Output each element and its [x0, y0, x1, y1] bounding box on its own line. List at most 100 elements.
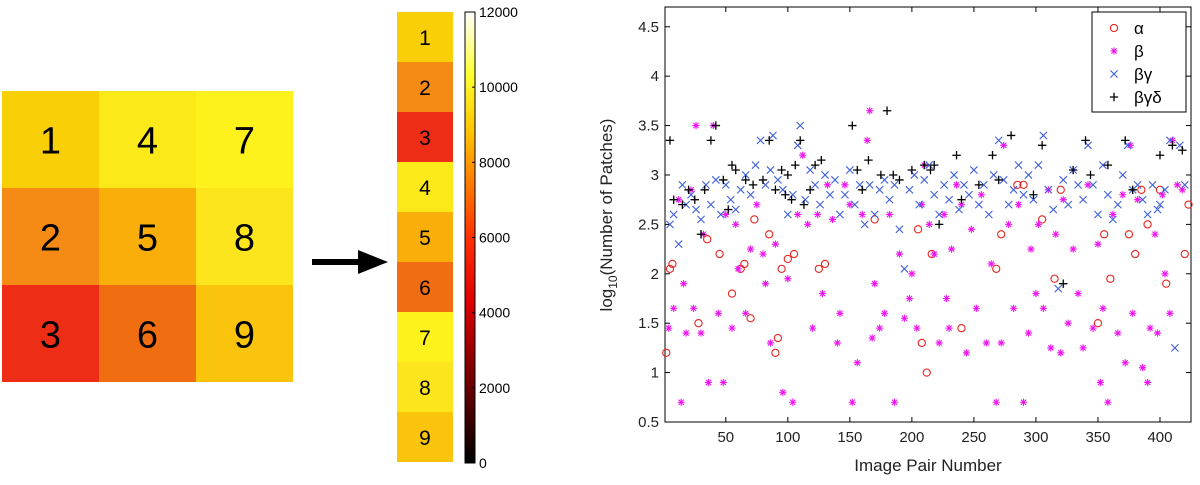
- data-point: [801, 195, 810, 204]
- data-point: [952, 181, 961, 189]
- data-point: [905, 294, 913, 303]
- data-point: [935, 339, 943, 347]
- data-point: [950, 170, 959, 179]
- data-point: [1128, 185, 1137, 194]
- y-tick-label: 2: [651, 266, 659, 283]
- strip-cell-label: 1: [419, 27, 431, 50]
- data-point: [706, 136, 716, 145]
- data-point: [1074, 289, 1082, 298]
- data-point: [1106, 274, 1115, 283]
- data-point: [905, 185, 914, 194]
- data-point: [876, 170, 886, 180]
- data-point: [930, 190, 939, 199]
- x-tick-label: 100: [775, 429, 800, 446]
- data-point: [759, 250, 767, 258]
- data-point: [826, 190, 834, 199]
- y-axis-label: log10(Number of Patches): [597, 119, 620, 312]
- data-point: [799, 200, 809, 209]
- grid-cell: [99, 285, 196, 382]
- data-point: [880, 309, 889, 317]
- series-group: [665, 121, 1189, 352]
- data-point: [1184, 200, 1193, 209]
- data-point: [1089, 324, 1097, 332]
- grid-cell-label: 1: [40, 121, 61, 163]
- patch-strip: 1 2 3 4 5 6 7 8 9: [397, 12, 453, 462]
- data-point: [1148, 180, 1157, 189]
- data-point: [836, 309, 844, 317]
- data-point: [1037, 215, 1047, 224]
- data-point: [706, 200, 715, 209]
- data-point: [724, 205, 733, 214]
- patch-grid: 1 4 7 2 5 8 3 6 9: [2, 91, 293, 382]
- data-point: [925, 220, 933, 228]
- data-point: [940, 210, 948, 219]
- data-point: [962, 349, 971, 357]
- data-point: [1103, 160, 1113, 170]
- data-point: [858, 185, 867, 194]
- data-point: [711, 121, 721, 130]
- legend-label: α: [1134, 19, 1144, 38]
- data-point: [756, 136, 765, 145]
- data-point: [1156, 200, 1164, 209]
- data-point: [1094, 240, 1102, 248]
- data-point: [845, 166, 854, 175]
- data-point: [835, 210, 844, 219]
- data-point: [719, 378, 727, 387]
- data-point: [677, 398, 685, 406]
- strip-cell: [397, 412, 453, 462]
- data-point: [957, 195, 966, 204]
- data-point: [665, 136, 675, 145]
- data-point: [678, 180, 687, 189]
- data-point: [758, 175, 768, 185]
- y-tick-label: 4.5: [638, 19, 659, 36]
- data-point: [1089, 180, 1097, 189]
- data-point: [820, 259, 830, 269]
- data-point: [771, 240, 780, 248]
- data-point: [1056, 185, 1065, 194]
- strip-cell: [397, 162, 453, 212]
- data-point: [895, 175, 904, 185]
- data-point: [1005, 220, 1013, 228]
- data-point: [895, 225, 904, 234]
- legend-label: β: [1134, 42, 1144, 61]
- data-point: [974, 180, 984, 190]
- data-point: [853, 165, 862, 175]
- data-point: [704, 378, 713, 387]
- series-group: [665, 106, 1187, 288]
- data-point: [870, 210, 879, 219]
- data-point: [900, 264, 909, 273]
- data-point: [969, 166, 978, 175]
- data-point: [768, 131, 777, 140]
- data-point: [868, 334, 876, 342]
- data-point: [1039, 131, 1048, 140]
- data-point: [870, 215, 879, 224]
- grid-cell-label: 3: [40, 315, 61, 357]
- data-point: [788, 190, 797, 199]
- data-point: [1168, 136, 1176, 144]
- data-point: [773, 175, 782, 184]
- data-point: [722, 210, 730, 219]
- data-point: [964, 190, 973, 199]
- y-tick-label: 4: [651, 68, 659, 85]
- data-point: [783, 210, 792, 219]
- x-tick-label: 400: [1147, 429, 1172, 446]
- x-tick-label: 200: [899, 429, 924, 446]
- data-point: [1108, 215, 1117, 224]
- data-point: [741, 175, 750, 185]
- data-point: [742, 309, 750, 317]
- data-point: [1104, 398, 1112, 406]
- data-point: [670, 304, 678, 312]
- strip-cell-label: 6: [419, 277, 431, 300]
- data-point: [1098, 161, 1107, 170]
- data-point: [728, 324, 736, 332]
- data-point: [1138, 195, 1147, 204]
- data-point: [711, 175, 720, 184]
- data-point: [787, 195, 796, 204]
- colorbar-tick-label: 0: [479, 455, 487, 471]
- data-point: [1027, 245, 1035, 253]
- data-point: [746, 314, 755, 323]
- data-point: [727, 160, 737, 170]
- data-point: [1006, 131, 1016, 140]
- data-point: [840, 190, 849, 199]
- data-point: [1064, 319, 1072, 327]
